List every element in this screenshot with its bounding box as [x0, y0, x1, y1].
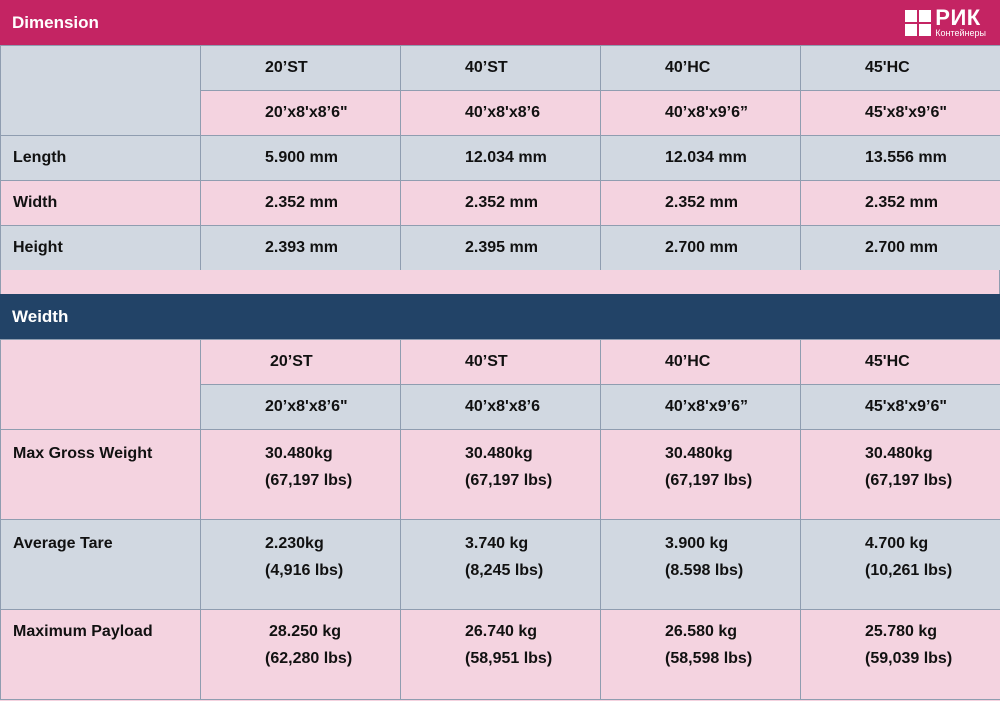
- container-type: 40’HC: [600, 45, 801, 91]
- table-cell: 26.740 kg (58,951 lbs): [400, 609, 601, 700]
- table-cell: 12.034 mm: [400, 135, 601, 181]
- table-row: Max Gross Weight 30.480kg (67,197 lbs) 30…: [0, 429, 1000, 520]
- logo-sub-text: Контейнеры: [935, 28, 986, 38]
- weight-kg: 3.900 kg: [665, 535, 729, 552]
- row-label: Average Tare: [0, 519, 201, 610]
- weight-kg: 30.480kg: [865, 445, 933, 462]
- container-type: 45'HC: [800, 45, 1000, 91]
- weight-lbs: (58,951 lbs): [465, 650, 553, 667]
- table-cell: 2.352 mm: [800, 180, 1000, 226]
- table-row: Width 2.352 mm 2.352 mm 2.352 mm 2.352 m…: [0, 180, 1000, 226]
- logo-grid-icon: [905, 9, 932, 36]
- company-logo: РИК Контейнеры: [905, 7, 986, 38]
- table-row: 20’ST 40’ST 40’HC 45'HC: [0, 339, 1000, 430]
- weight-kg: 30.480kg: [465, 445, 533, 462]
- table-cell: 3.900 kg (8.598 lbs): [600, 519, 801, 610]
- logo-main-text: РИК: [935, 5, 981, 30]
- weight-kg: 30.480kg: [265, 445, 333, 462]
- empty-corner-cell: [0, 339, 201, 430]
- table-cell: 2.352 mm: [600, 180, 801, 226]
- weight-kg: 30.480kg: [665, 445, 733, 462]
- table-cell: 12.034 mm: [600, 135, 801, 181]
- table-cell: 3.740 kg (8,245 lbs): [400, 519, 601, 610]
- row-label: Width: [0, 180, 201, 226]
- weight-kg: 26.740 kg: [465, 623, 538, 640]
- row-label: Max Gross Weight: [0, 429, 201, 520]
- table-cell: 30.480kg (67,197 lbs): [400, 429, 601, 520]
- container-size: 40’x8'x9’6”: [600, 384, 801, 430]
- container-type: 40’ST: [400, 45, 601, 91]
- container-size: 40’x8'x9’6”: [600, 90, 801, 136]
- table-cell: 25.780 kg (59,039 lbs): [800, 609, 1000, 700]
- table-cell: 2.393 mm: [200, 225, 401, 271]
- section-spacer: [0, 270, 1000, 294]
- container-size: 45'x8'x9’6": [800, 384, 1000, 430]
- container-size: 40’x8'x8’6: [400, 384, 601, 430]
- row-label: Height: [0, 225, 201, 271]
- table-cell: 5.900 mm: [200, 135, 401, 181]
- weight-lbs: (8,245 lbs): [465, 562, 544, 579]
- weight-kg: 3.740 kg: [465, 535, 529, 552]
- weidth-table: 20’ST 40’ST 40’HC 45'HC 20’x8'x8’6" 40’x…: [0, 339, 1000, 700]
- container-size: 20’x8'x8’6": [200, 384, 401, 430]
- table-cell: 30.480kg (67,197 lbs): [800, 429, 1000, 520]
- container-size: 20’x8'x8’6": [200, 90, 401, 136]
- table-cell: 26.580 kg (58,598 lbs): [600, 609, 801, 700]
- table-row: 20’x8'x8’6" 40’x8'x8’6 40’x8'x9’6” 45'x8…: [1, 90, 1000, 136]
- weight-lbs: (62,280 lbs): [265, 650, 353, 667]
- table-cell: 2.352 mm: [200, 180, 401, 226]
- table-cell: 2.395 mm: [400, 225, 601, 271]
- row-label: Length: [0, 135, 201, 181]
- weight-lbs: (10,261 lbs): [865, 562, 953, 579]
- row-label: Maximum Payload: [0, 609, 201, 700]
- weight-kg: 4.700 kg: [865, 535, 929, 552]
- container-size: 45'x8'x9’6": [800, 90, 1000, 136]
- weight-lbs: (8.598 lbs): [665, 562, 744, 579]
- table-row: Length 5.900 mm 12.034 mm 12.034 mm 13.5…: [0, 135, 1000, 181]
- weight-lbs: (59,039 lbs): [865, 650, 953, 667]
- table-cell: 2.352 mm: [400, 180, 601, 226]
- table-cell: 30.480kg (67,197 lbs): [600, 429, 801, 520]
- table-cell: 28.250 kg (62,280 lbs): [200, 609, 401, 700]
- weight-lbs: (67,197 lbs): [665, 472, 753, 489]
- container-type: 40’ST: [400, 339, 601, 385]
- table-cell: 4.700 kg (10,261 lbs): [800, 519, 1000, 610]
- table-row: 20’ST 40’ST 40’HC 45'HC: [0, 45, 1000, 136]
- table-cell: 2.700 mm: [800, 225, 1000, 271]
- weidth-header: Weidth: [0, 294, 1000, 339]
- weight-lbs: (58,598 lbs): [665, 650, 753, 667]
- container-type: 20’ST: [200, 339, 401, 385]
- table-row: 20’x8'x8’6" 40’x8'x8’6 40’x8'x9’6” 45'x8…: [1, 384, 1000, 430]
- weight-kg: 2.230kg: [265, 535, 324, 552]
- weight-lbs: (67,197 lbs): [465, 472, 553, 489]
- weight-lbs: (67,197 lbs): [265, 472, 353, 489]
- weight-kg: 28.250 kg: [269, 623, 342, 640]
- dimension-header: Dimension РИК Контейнеры: [0, 0, 1000, 45]
- container-type: 40’HC: [600, 339, 801, 385]
- weight-kg: 25.780 kg: [865, 623, 938, 640]
- table-cell: 30.480kg (67,197 lbs): [200, 429, 401, 520]
- table-cell: 2.700 mm: [600, 225, 801, 271]
- table-cell: 13.556 mm: [800, 135, 1000, 181]
- weight-lbs: (4,916 lbs): [265, 562, 344, 579]
- empty-corner-cell: [0, 45, 201, 136]
- table-row: Maximum Payload 28.250 kg (62,280 lbs) 26…: [0, 609, 1000, 700]
- weidth-title: Weidth: [12, 306, 69, 326]
- weight-lbs: (67,197 lbs): [865, 472, 953, 489]
- container-type: 45'HC: [800, 339, 1000, 385]
- container-size: 40’x8'x8’6: [400, 90, 601, 136]
- dimension-title: Dimension: [12, 12, 99, 32]
- table-row: Height 2.393 mm 2.395 mm 2.700 mm 2.700 …: [0, 225, 1000, 271]
- container-type: 20’ST: [200, 45, 401, 91]
- table-cell: 2.230kg (4,916 lbs): [200, 519, 401, 610]
- dimension-table: 20’ST 40’ST 40’HC 45'HC 20’x8'x8’6" 40’x…: [0, 45, 1000, 271]
- weight-kg: 26.580 kg: [665, 623, 738, 640]
- table-row: Average Tare 2.230kg (4,916 lbs) 3.740 kg…: [0, 519, 1000, 610]
